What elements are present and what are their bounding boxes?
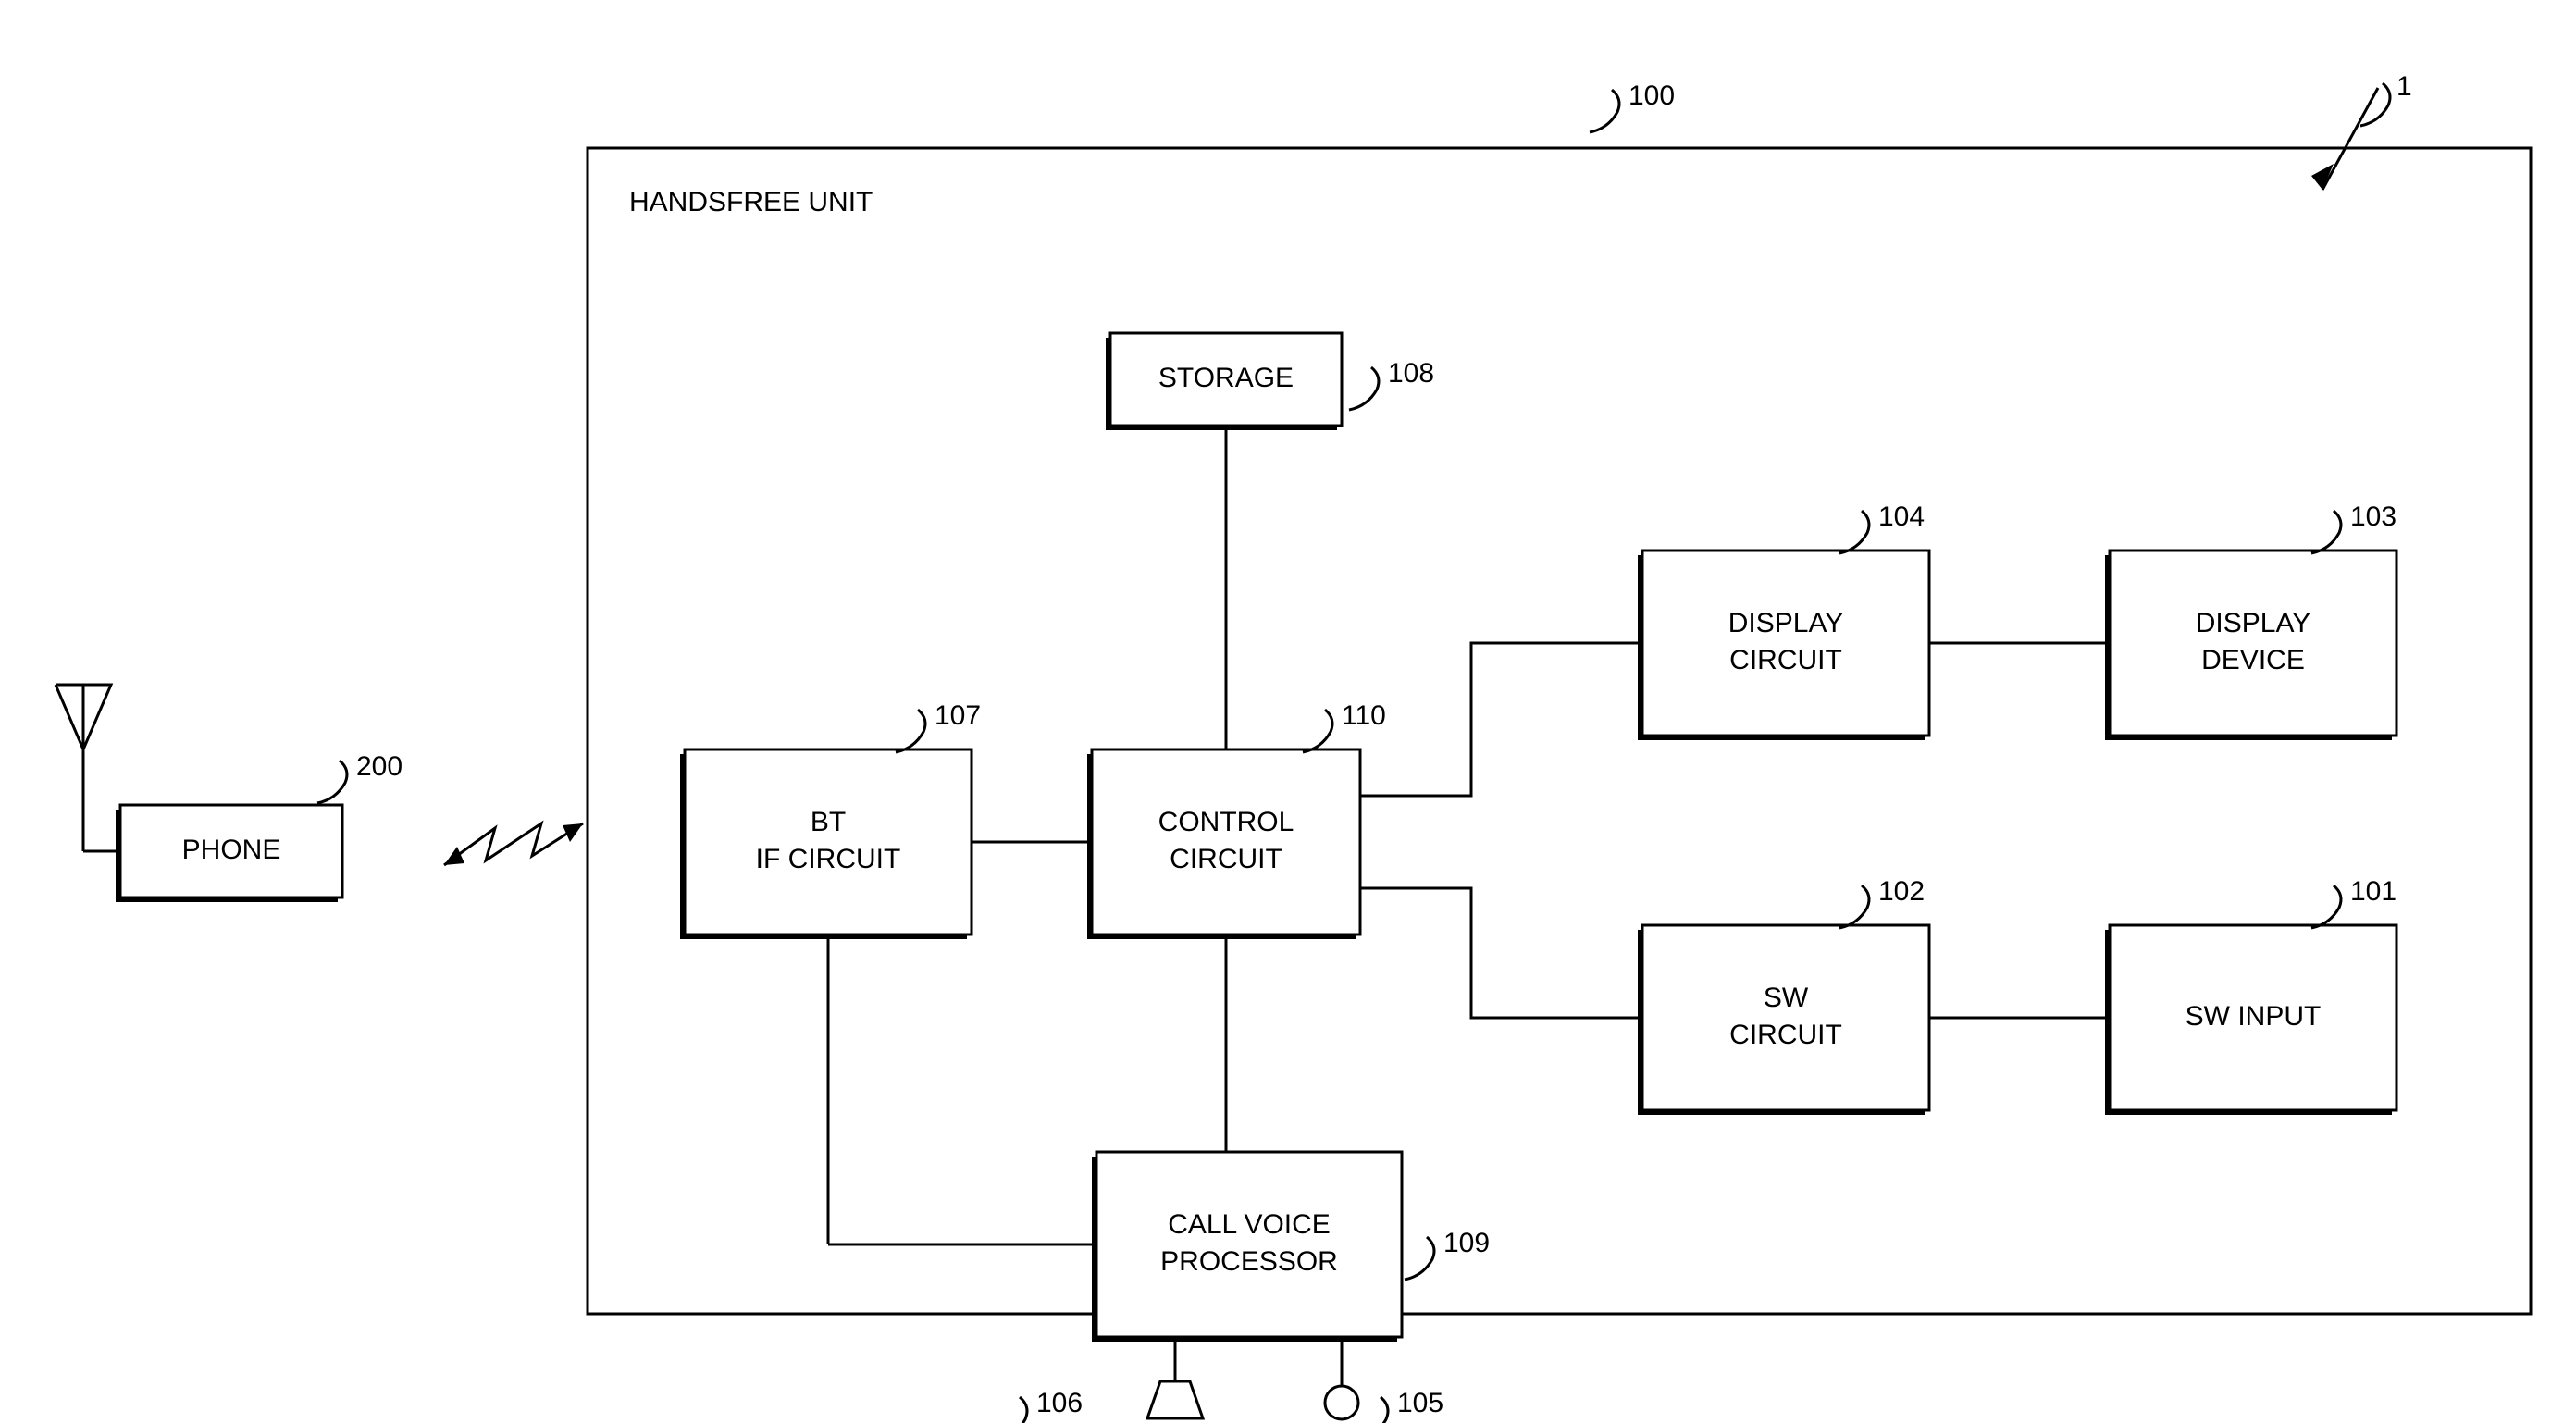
speaker-icon <box>1147 1381 1203 1418</box>
call_voice <box>1096 1152 1402 1337</box>
reference-number: 107 <box>935 700 981 731</box>
reference-number: 104 <box>1878 501 1925 532</box>
reference-number: 108 <box>1388 358 1434 389</box>
control <box>1092 749 1360 934</box>
reference-leader <box>997 1397 1027 1423</box>
reference-number: 103 <box>2350 501 2396 532</box>
reference-number: 109 <box>1443 1228 1490 1258</box>
bt_if <box>685 749 972 934</box>
bt_if-label: IF CIRCUIT <box>756 844 901 874</box>
sw_circuit-label: SW <box>1764 983 1809 1013</box>
storage-label: STORAGE <box>1158 363 1294 393</box>
reference-number: 101 <box>2350 876 2396 907</box>
microphone-icon <box>1325 1386 1358 1419</box>
reference-number: 100 <box>1629 80 1675 111</box>
reference-leader <box>1590 90 1619 132</box>
display_device-label: DEVICE <box>2201 645 2305 675</box>
reference-number: 102 <box>1878 876 1925 907</box>
reference-leader <box>1358 1397 1388 1423</box>
call_voice-label: CALL VOICE <box>1168 1209 1331 1240</box>
reference-number: 106 <box>1036 1388 1083 1418</box>
display_circuit-label: DISPLAY <box>1728 608 1844 638</box>
control-label: CONTROL <box>1158 807 1294 837</box>
sw_circuit <box>1642 925 1929 1110</box>
system-reference: 1 <box>2396 71 2412 102</box>
reference-number: 110 <box>1342 700 1386 731</box>
sw_circuit-label: CIRCUIT <box>1729 1020 1842 1050</box>
reference-number: 200 <box>356 751 402 782</box>
display_circuit-label: CIRCUIT <box>1729 645 1842 675</box>
container-title: HANDSFREE UNIT <box>629 187 873 217</box>
phone-label: PHONE <box>182 835 281 865</box>
reference-leader <box>317 761 347 803</box>
arrowhead-icon <box>444 847 464 865</box>
sw_input-label: SW INPUT <box>2186 1001 2322 1032</box>
wireless-link-icon <box>444 823 583 865</box>
reference-leader <box>2360 83 2390 126</box>
arrowhead-icon <box>563 823 583 842</box>
reference-number: 105 <box>1397 1388 1443 1418</box>
display_circuit <box>1642 551 1929 736</box>
control-label: CIRCUIT <box>1170 844 1282 874</box>
call_voice-label: PROCESSOR <box>1160 1246 1338 1277</box>
display_device <box>2110 551 2396 736</box>
display_device-label: DISPLAY <box>2196 608 2311 638</box>
bt_if-label: BT <box>811 807 846 837</box>
